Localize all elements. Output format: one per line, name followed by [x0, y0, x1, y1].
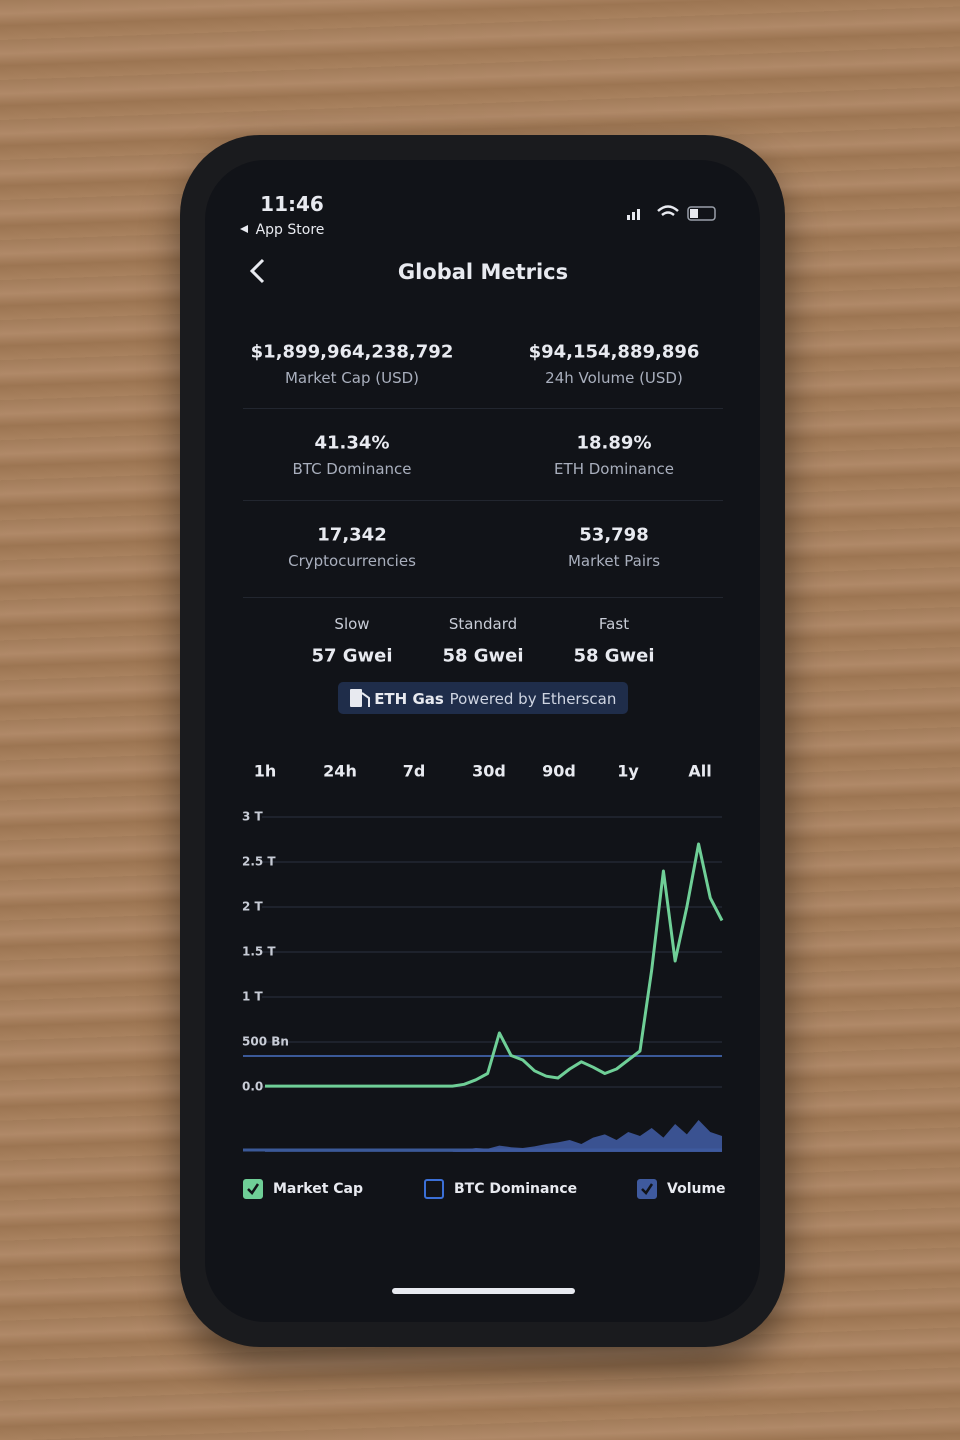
legend-checkbox[interactable] [243, 1179, 263, 1199]
gas-price: 58 Gwei [442, 645, 524, 667]
y-tick-label: 0.0 [242, 1080, 263, 1094]
metric-label: BTC Dominance [292, 460, 412, 478]
metric-label: ETH Dominance [554, 460, 674, 478]
battery-icon [687, 206, 716, 221]
title: Global Metrics [397, 260, 569, 284]
legend-checkbox[interactable] [424, 1179, 444, 1199]
y-tick-label: 500 Bn [242, 1035, 289, 1049]
time-range-tab[interactable]: 90d [542, 761, 576, 781]
screen [205, 160, 760, 1322]
time-range-tab[interactable]: 7d [402, 761, 426, 781]
legend-checkbox[interactable] [637, 1179, 657, 1199]
wifi-icon [657, 205, 679, 217]
divider [243, 597, 723, 598]
y-tick-label: 1.5 T [242, 945, 276, 959]
badge-source: Powered by Etherscan [449, 690, 617, 708]
signal-icon [627, 209, 640, 220]
series-line [265, 842, 724, 1088]
gas-price: 58 Gwei [573, 645, 655, 667]
y-tick-label: 1 T [242, 990, 264, 1004]
back-arrow [240, 225, 248, 233]
gas-icon [350, 689, 370, 707]
back-button[interactable] [249, 258, 265, 284]
metric-label: Market Pairs [567, 552, 661, 570]
y-tick-label: 2.5 T [242, 855, 276, 869]
legend-label: BTC Dominance [454, 1181, 577, 1197]
check-mark [641, 1183, 654, 1195]
y-tick-label: 2 T [242, 900, 264, 914]
divider [243, 500, 723, 501]
home-indicator [392, 1288, 575, 1294]
back-app[interactable]: App Store [255, 222, 325, 238]
volume-area [265, 1120, 722, 1152]
metric-value: $94,154,889,896 [528, 341, 700, 363]
legend-label: Market Cap [273, 1181, 363, 1197]
metric-label: Cryptocurrencies [288, 552, 416, 570]
metric-value: 17,342 [317, 524, 387, 546]
check-mark [247, 1183, 260, 1195]
metric-label: 24h Volume (USD) [545, 369, 683, 387]
gas-tier: Standard [448, 615, 518, 633]
gas-tier: Slow [334, 615, 370, 633]
metric-value: $1,899,964,238,792 [250, 341, 454, 363]
gas-tier: Fast [598, 615, 630, 633]
time-range-tab[interactable]: 24h [323, 761, 357, 781]
legend-label: Volume [667, 1181, 726, 1197]
y-tick-label: 3 T [242, 810, 264, 824]
metric-value: 53,798 [579, 524, 649, 546]
metric-value: 41.34% [314, 432, 390, 454]
badge-label: ETH Gas [374, 690, 444, 708]
time-range-tab[interactable]: 1h [253, 761, 277, 781]
metric-value: 18.89% [576, 432, 652, 454]
gas-price: 57 Gwei [311, 645, 393, 667]
divider [243, 408, 723, 409]
gas-badge[interactable] [338, 682, 628, 714]
time-range-tab[interactable]: 1y [617, 761, 639, 781]
time: 11:46 [260, 192, 324, 216]
time-range-tab[interactable]: All [688, 761, 712, 781]
time-range-tab[interactable]: 30d [472, 761, 506, 781]
metric-label: Market Cap (USD) [284, 369, 420, 387]
battery-level [690, 209, 698, 218]
